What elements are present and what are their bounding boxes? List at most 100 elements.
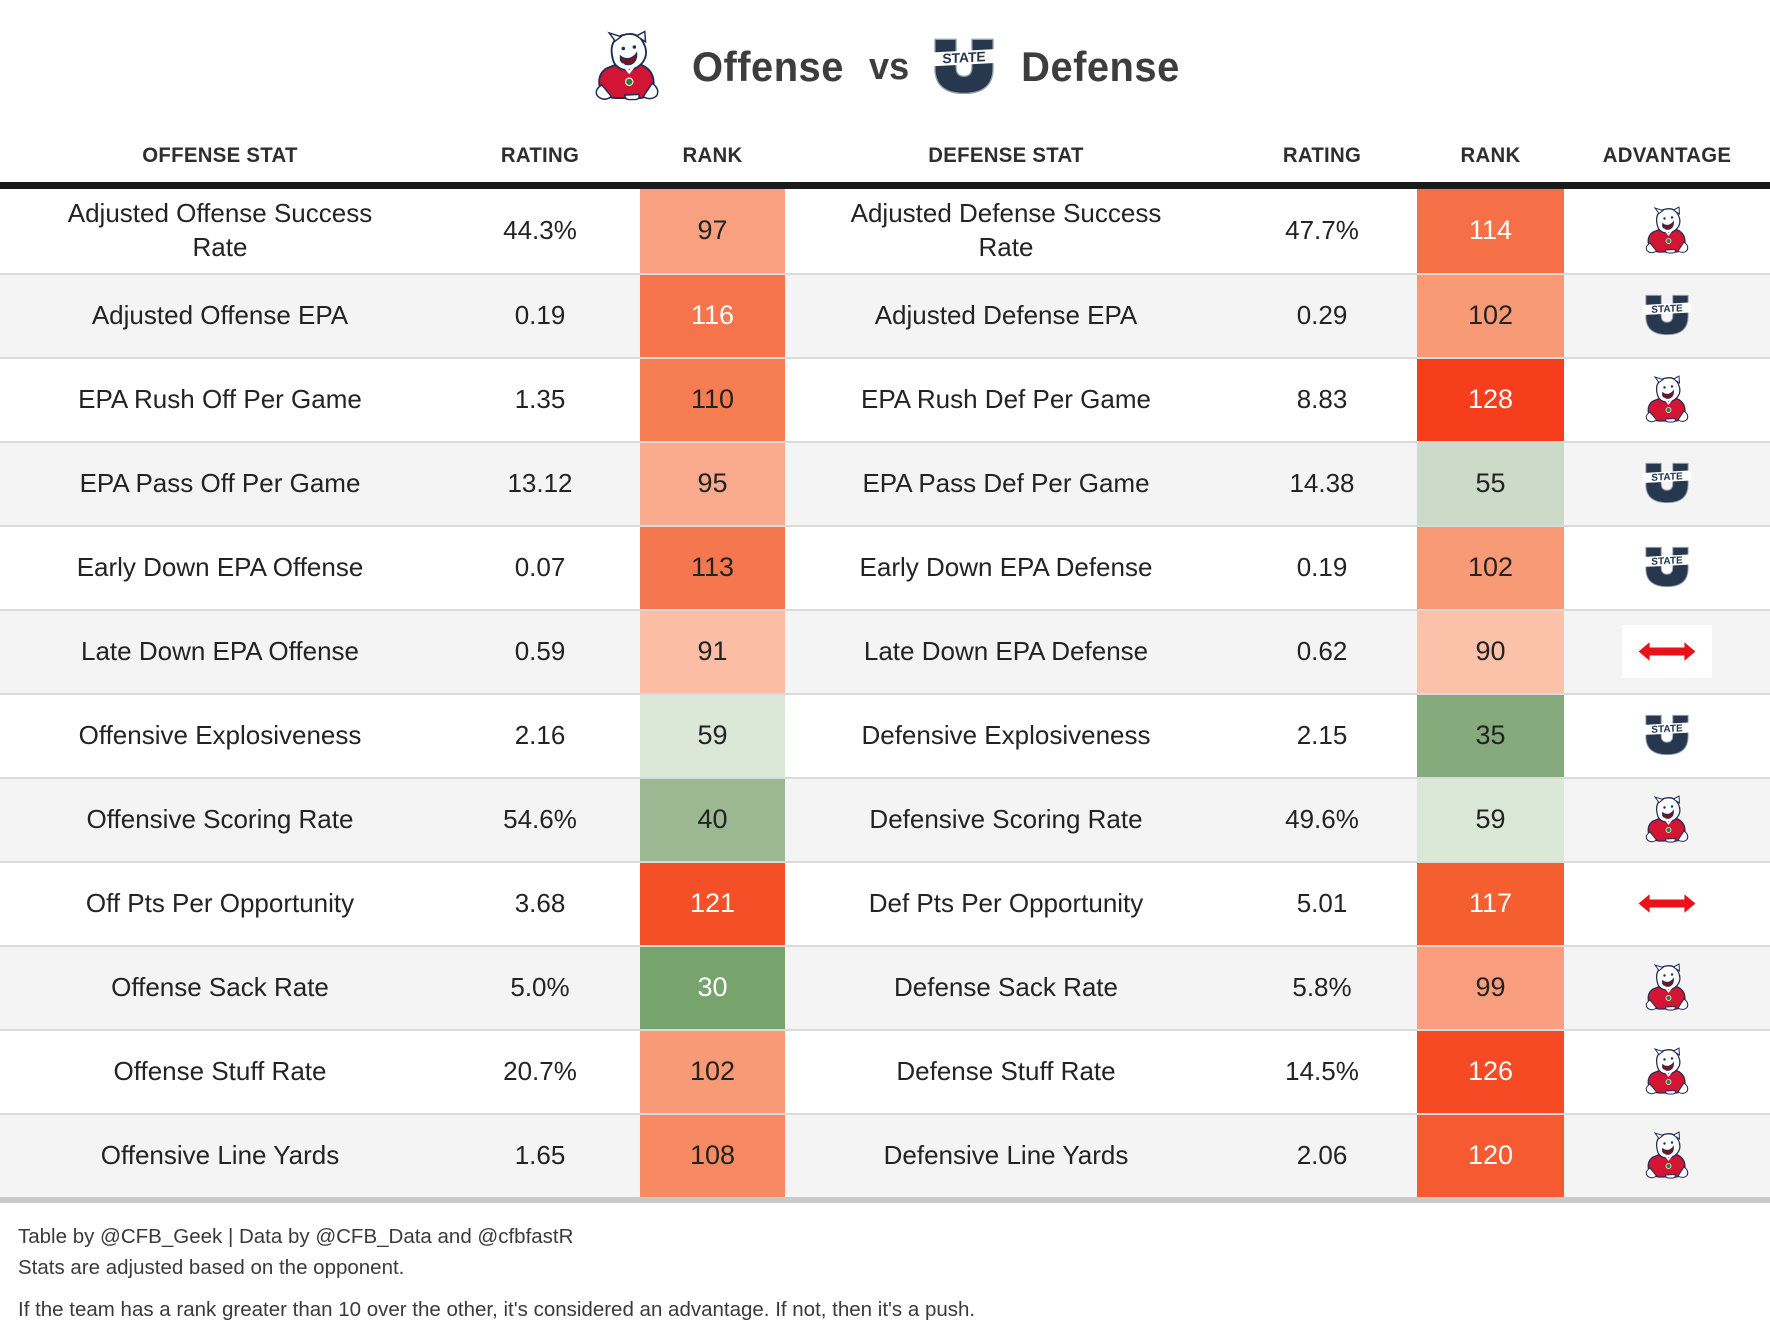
credit-line: Table by @CFB_Geek | Data by @CFB_Data a… [18,1224,574,1248]
table-row: Adjusted Offense Success Rate 44.3% 97 A… [0,189,1770,273]
utah-state-logo-icon [1643,461,1691,506]
offense-stat-label: Offensive Explosiveness [78,719,362,750]
table-row: Offensive Scoring Rate 54.6% 40 Defensiv… [0,776,1770,861]
defense-rank-value: 128 [1417,358,1564,441]
offense-rank-value: 121 [640,862,785,945]
advantage-cell [1564,695,1770,777]
offense-rank-value: 30 [640,946,785,1029]
offense-rating-value: 5.0% [510,972,570,1003]
offense-stat-label: Adjusted Offense Success Rate [67,198,373,262]
advantage-cell [1564,779,1770,861]
offense-rank-value: 108 [640,1114,785,1197]
offense-rating-value: 0.19 [514,300,566,331]
defense-rating-value: 5.8% [1292,972,1352,1003]
utah-state-logo-icon [1643,545,1691,590]
offense-rating-value: 2.16 [514,720,566,751]
defense-rank-value: 102 [1417,526,1564,609]
offense-rating-value: 13.12 [507,468,573,499]
table-footnotes: Table by @CFB_Geek | Data by @CFB_Data a… [0,1203,1770,1325]
defense-stat-label: Defensive Scoring Rate [869,803,1143,834]
defense-rank-value: 126 [1417,1030,1564,1113]
defense-rating-value: 0.62 [1296,636,1348,667]
table-row: Late Down EPA Offense 0.59 91 Late Down … [0,608,1770,693]
offense-rating-value: 54.6% [503,804,577,835]
defense-stat-label: Late Down EPA Defense [863,635,1149,666]
fresno-state-logo-icon [1639,1130,1695,1181]
fresno-state-logo-icon [1639,962,1695,1013]
offense-stat-label: Offensive Scoring Rate [86,803,354,834]
advantage-cell [1564,863,1770,945]
defense-stat-label: Defense Stuff Rate [896,1055,1116,1086]
offense-stat-label: Adjusted Offense EPA [91,299,349,330]
fresno-state-logo-icon [1639,374,1695,425]
utah-state-logo-icon [1643,713,1691,758]
offense-rating-value: 44.3% [503,215,577,246]
header-defense-stat: DEFENSE STAT [928,144,1084,167]
defense-rank-value: 102 [1417,274,1564,357]
offense-rating-value: 0.07 [514,552,566,583]
offense-stat-label: Off Pts Per Opportunity [85,887,355,918]
offense-rating-value: 20.7% [503,1056,577,1087]
fresno-state-logo-icon [1639,1046,1695,1097]
offense-stat-label: Offense Sack Rate [111,971,329,1002]
defense-rating-value: 49.6% [1285,804,1359,835]
advantage-rule-note: If the team has a rank greater than 10 o… [18,1297,976,1321]
offense-rank-value: 113 [640,526,785,609]
defense-rating-value: 14.38 [1289,468,1355,499]
fresno-state-logo-icon [586,30,668,104]
advantage-cell [1564,1115,1770,1197]
defense-rating-value: 0.29 [1296,300,1348,331]
defense-stat-label: EPA Rush Def Per Game [861,383,1151,414]
offense-rating-value: 0.59 [514,636,566,667]
page-title: Offense vs Defense [0,0,1770,130]
offense-stat-label: Offensive Line Yards [100,1139,340,1170]
advantage-cell [1564,275,1770,357]
table-row: Offensive Explosiveness 2.16 59 Defensiv… [0,692,1770,777]
advantage-cell [1564,527,1770,609]
advantage-cell [1564,189,1770,273]
header-offense-rank: RANK [682,144,743,167]
header-defense-rating: RATING [1282,144,1362,167]
defense-stat-label: Defensive Line Yards [883,1139,1129,1170]
offense-stat-label: EPA Rush Off Per Game [78,383,362,414]
offense-rank-value: 40 [640,778,785,861]
table-header-row: OFFENSE STAT RATING RANK DEFENSE STAT RA… [0,130,1770,189]
offense-stat-label: Early Down EPA Offense [76,551,364,582]
header-defense-rank: RANK [1460,144,1521,167]
offense-stat-label: Offense Stuff Rate [113,1055,327,1086]
offense-rank-value: 102 [640,1030,785,1113]
defense-rank-value: 35 [1417,694,1564,777]
table-row: EPA Rush Off Per Game 1.35 110 EPA Rush … [0,356,1770,441]
header-offense-stat: OFFENSE STAT [142,144,298,167]
team2-title-label: Defense [1020,43,1180,90]
defense-stat-label: Defense Sack Rate [893,971,1118,1002]
defense-rank-value: 59 [1417,778,1564,861]
offense-stat-label: Late Down EPA Offense [81,635,359,666]
push-arrow-icon [1622,625,1712,679]
table-row: Offensive Line Yards 1.65 108 Defensive … [0,1112,1770,1197]
offense-rating-value: 1.65 [514,1140,566,1171]
defense-stat-label: Adjusted Defense EPA [874,299,1138,330]
offense-rank-value: 91 [640,610,785,693]
fresno-state-logo-icon [1639,794,1695,845]
defense-rank-value: 120 [1417,1114,1564,1197]
table-row: Offense Stuff Rate 20.7% 102 Defense Stu… [0,1028,1770,1113]
table-row: Adjusted Offense EPA 0.19 116 Adjusted D… [0,272,1770,357]
table-row: Early Down EPA Offense 0.07 113 Early Do… [0,524,1770,609]
defense-rank-value: 114 [1417,189,1564,273]
defense-rating-value: 14.5% [1285,1056,1359,1087]
offense-rating-value: 3.68 [514,888,566,919]
vs-label: vs [869,45,910,88]
defense-stat-label: Defensive Explosiveness [861,719,1151,750]
advantage-cell [1564,947,1770,1029]
advantage-cell [1564,359,1770,441]
table-row: Offense Sack Rate 5.0% 30 Defense Sack R… [0,944,1770,1029]
advantage-cell [1564,443,1770,525]
offense-rank-value: 97 [640,189,785,273]
defense-rating-value: 0.19 [1296,552,1348,583]
defense-rank-value: 90 [1417,610,1564,693]
defense-stat-label: Early Down EPA Defense [859,551,1153,582]
header-offense-rating: RATING [500,144,580,167]
offense-rank-value: 95 [640,442,785,525]
utah-state-logo-icon [930,36,997,98]
